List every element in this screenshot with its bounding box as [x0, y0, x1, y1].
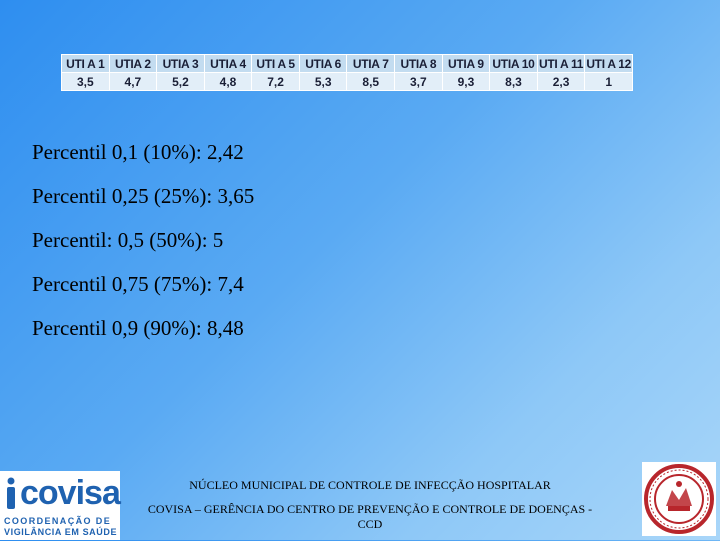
footer-line-2: COVISA – GERÊNCIA DO CENTRO DE PREVENÇÃO… [147, 502, 593, 531]
percentile-item: Percentil 0,9 (90%): 8,48 [32, 316, 244, 340]
table-header: UTIA 9 [441, 54, 491, 73]
table-header: UTIA 3 [156, 54, 205, 73]
table-cell: 8,3 [489, 72, 538, 91]
table-header: UTIA 6 [298, 54, 348, 73]
table-header: UTI A 11 [536, 54, 586, 73]
table-cell: 8,5 [346, 72, 396, 91]
table-cell: 4,8 [203, 72, 253, 91]
table-cell: 4,7 [108, 72, 158, 91]
table-header: UTI A 1 [61, 54, 110, 73]
table-row: 3,5 4,7 5,2 4,8 7,2 5,3 8,5 3,7 9,3 8,3 … [61, 72, 633, 91]
table-header: UTIA 10 [489, 54, 538, 73]
table-header: UTIA 2 [108, 54, 158, 73]
percentile-item: Percentil 0,25 (25%): 3,65 [32, 184, 255, 208]
logo-subtitle-1: COORDENAÇÃO DE [4, 516, 112, 526]
uti-table: UTI A 1 UTIA 2 UTIA 3 UTIA 4 UTI A 5 UTI… [61, 54, 633, 91]
percentile-list: Percentil 0,1 (10%): 2,42 Percentil 0,25… [32, 138, 254, 358]
table-cell: 7,2 [251, 72, 300, 91]
table-cell: 9,3 [441, 72, 491, 91]
covisa-mark-icon [7, 477, 15, 509]
table-header-row: UTI A 1 UTIA 2 UTIA 3 UTIA 4 UTI A 5 UTI… [61, 54, 633, 73]
table-header: UTIA 4 [203, 54, 253, 73]
table-cell: 5,3 [298, 72, 348, 91]
footer-line-1: NÚCLEO MUNICIPAL DE CONTROLE DE INFECÇÃO… [189, 478, 551, 492]
table-cell: 3,5 [61, 72, 110, 91]
percentile-item: Percentil 0,75 (75%): 7,4 [32, 272, 244, 296]
logo-subtitle-2: VIGILÂNCIA EM SAÚDE [4, 527, 118, 537]
table-cell: 5,2 [156, 72, 205, 91]
table-header: UTIA 8 [394, 54, 443, 73]
seal-graphic [644, 464, 714, 534]
table-cell: 2,3 [536, 72, 586, 91]
covisa-logo: covisa COORDENAÇÃO DE VIGILÂNCIA EM SAÚD… [0, 471, 121, 540]
logo-wordmark: covisa [20, 474, 121, 512]
percentile-item: Percentil: 0,5 (50%): 5 [32, 228, 224, 252]
table-header: UTIA 7 [346, 54, 396, 73]
table-cell: 3,7 [394, 72, 443, 91]
seal-emblem-icon [642, 462, 716, 536]
table-header: UTI A 12 [584, 54, 633, 73]
percentile-item: Percentil 0,1 (10%): 2,42 [32, 140, 244, 164]
table-header: UTI A 5 [251, 54, 300, 73]
table-cell: 1 [584, 72, 633, 91]
